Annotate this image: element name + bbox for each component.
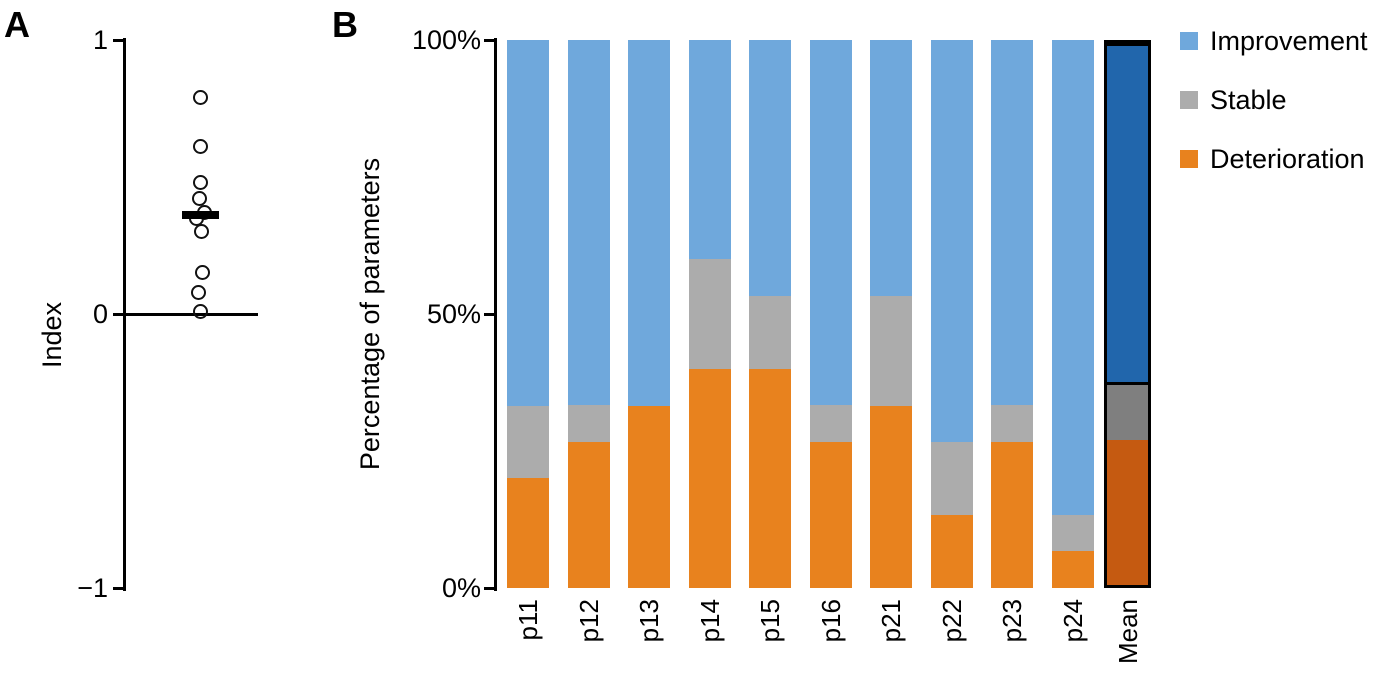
- bar-segment-deterioration: [1051, 551, 1094, 588]
- panel-a-tick-label: 0: [92, 299, 108, 329]
- bar-segment-deterioration: [628, 405, 670, 588]
- x-tick-label: p16: [815, 599, 846, 643]
- data-point-circle: [192, 174, 208, 190]
- bar-segment-stable: [991, 404, 1033, 442]
- panel-a-tick-mark: [113, 312, 123, 316]
- panel-a-tick-label: −1: [77, 573, 108, 603]
- bar-segment-stable: [507, 405, 549, 479]
- x-tick-label: p24: [1057, 599, 1088, 643]
- x-tick-label: p11: [513, 599, 543, 641]
- bar-segment-deterioration: [870, 405, 912, 588]
- panel-b-tick-label: 100%: [411, 25, 481, 55]
- x-tick-label: Mean: [1112, 599, 1143, 665]
- legend-label: Improvement: [1210, 25, 1368, 56]
- panel-a-y-axis-line: [123, 38, 126, 591]
- bar-segment-stable: [567, 404, 610, 442]
- legend-item-deterioration: Deterioration: [1180, 144, 1368, 174]
- data-point-circle: [192, 303, 208, 319]
- bar-segment-improvement: [567, 40, 610, 405]
- x-tick-label: p13: [634, 599, 664, 643]
- bar-segment-improvement: [507, 40, 549, 406]
- panel-b-tick-label: 50%: [426, 299, 481, 329]
- legend-swatch-deterioration: [1180, 150, 1198, 168]
- mean-bar-segment-deterioration: [1107, 440, 1148, 585]
- panel-b-tick-mark: [484, 38, 494, 42]
- data-point-circle: [191, 191, 207, 207]
- data-point-circle: [193, 224, 209, 240]
- mean-bar-segment-improvement: [1107, 43, 1148, 383]
- bar-segment-stable: [809, 404, 852, 442]
- legend: Improvement Stable Deterioration: [1180, 26, 1368, 203]
- panel-b-y-axis-line: [494, 38, 497, 591]
- bar-segment-deterioration: [991, 441, 1033, 588]
- data-point-circle: [192, 139, 208, 155]
- bar-segment-stable: [930, 442, 973, 516]
- bar-segment-improvement: [749, 40, 791, 296]
- panel-a-tick-mark: [113, 586, 123, 590]
- bar-segment-improvement: [1051, 40, 1094, 515]
- bar-segment-improvement: [870, 40, 912, 296]
- legend-label: Stable: [1210, 84, 1287, 115]
- panel-a-label: A: [4, 4, 30, 45]
- bar-segment-improvement: [809, 40, 852, 405]
- bar-segment-improvement: [930, 40, 973, 443]
- panel-a-mean-marker: [182, 211, 219, 220]
- legend-swatch-stable: [1180, 91, 1198, 109]
- panel-a-y-axis-title: Index: [37, 301, 67, 369]
- legend-swatch-improvement: [1180, 32, 1198, 50]
- bar-segment-deterioration: [809, 441, 852, 588]
- legend-label: Deterioration: [1210, 143, 1365, 174]
- x-tick-label: p12: [573, 599, 604, 643]
- panel-b-y-axis-title: Percentage of parameters: [355, 157, 385, 471]
- bar-segment-improvement: [688, 40, 731, 260]
- bar-segment-improvement: [991, 40, 1033, 405]
- mean-bar-segment-stable: [1107, 382, 1148, 441]
- panel-a-tick-label: 1: [92, 25, 108, 55]
- panel-b-tick-label: 0%: [441, 573, 481, 603]
- data-point-circle: [194, 265, 210, 281]
- panel-a-zero-line: [125, 312, 258, 316]
- panel-b-label: B: [332, 4, 358, 45]
- x-tick-label: p14: [694, 599, 725, 643]
- bar-segment-deterioration: [688, 368, 731, 588]
- panel-a-tick-mark: [113, 38, 123, 42]
- x-tick-label: p22: [936, 599, 967, 643]
- bar-segment-stable: [870, 295, 912, 406]
- bar-segment-stable: [749, 295, 791, 369]
- bar-segment-stable: [688, 259, 731, 369]
- panel-b-tick-mark: [484, 586, 494, 590]
- bar-segment-stable: [1051, 514, 1094, 552]
- data-point-circle: [190, 284, 206, 300]
- panel-b-tick-mark: [484, 312, 494, 316]
- bar-segment-improvement: [628, 40, 670, 406]
- data-point-circle: [192, 90, 208, 106]
- legend-item-improvement: Improvement: [1180, 26, 1368, 56]
- bar-segment-deterioration: [507, 478, 549, 588]
- legend-item-stable: Stable: [1180, 85, 1368, 115]
- bar-segment-deterioration: [749, 368, 791, 588]
- x-tick-label: p23: [997, 599, 1027, 643]
- x-tick-label: p15: [755, 599, 785, 643]
- bar-segment-deterioration: [930, 515, 973, 588]
- bar-segment-deterioration: [567, 441, 610, 588]
- mean-bar: [1104, 40, 1151, 588]
- x-tick-label: p21: [876, 599, 906, 643]
